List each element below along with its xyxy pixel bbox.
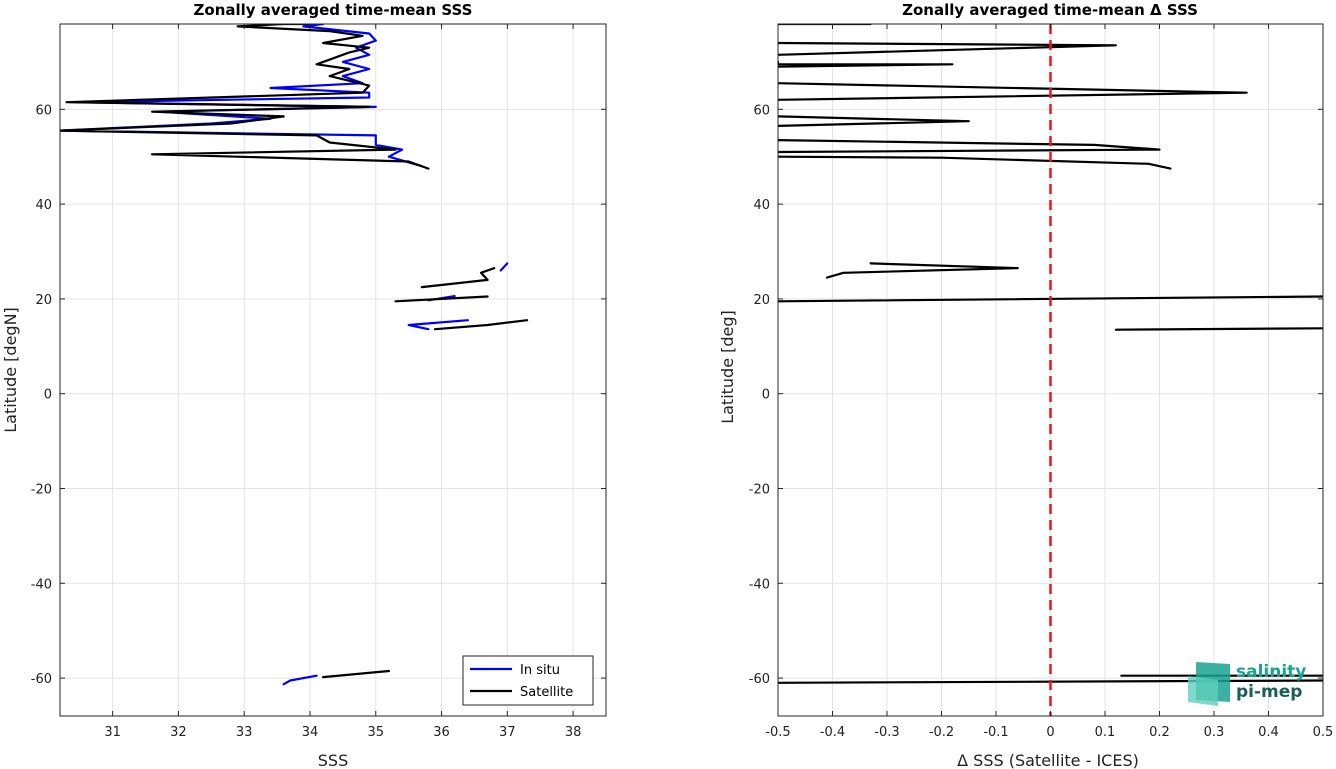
x-tick-label: 0.4 (1258, 725, 1279, 740)
x-tick-label: 32 (170, 725, 187, 740)
x-tick-label: -0.3 (874, 725, 899, 740)
satellite-series-line (433, 319, 529, 331)
y-tick-label: 40 (753, 198, 770, 213)
y-tick-label: 20 (753, 293, 770, 308)
x-tick-label: 38 (565, 725, 582, 740)
x-tick-label: 33 (236, 725, 253, 740)
satellite-series-line (60, 24, 430, 170)
sss-series (60, 24, 529, 686)
y-tick-label: 40 (35, 198, 52, 213)
delta-series-line (778, 115, 970, 128)
delta-ticks: -0.5 -0.4 -0.3 -0.2 -0.1 0 0.1 0.2 0.3 0.4 0.5 -60 -… (749, 24, 1334, 740)
x-tick-label: 0.3 (1204, 725, 1225, 740)
delta-sss-panel: -0.5 -0.4 -0.3 -0.2 -0.1 0 0.1 0.2 0.3 0.4 0.5 -60 -… (718, 1, 1333, 769)
x-tick-label: 0 (1046, 725, 1054, 740)
y-tick-label: -20 (31, 482, 52, 497)
y-tick-label: -40 (749, 577, 770, 592)
logo-line2: pi-mep (1236, 682, 1302, 702)
delta-series-line (778, 41, 1118, 56)
y-tick-label: 60 (753, 103, 770, 118)
satellite-series-line (420, 267, 496, 289)
y-tick-label: 0 (762, 388, 770, 403)
delta-series-line (778, 139, 1161, 154)
x-tick-label: 31 (104, 725, 121, 740)
sss-panel: 31 32 33 34 35 36 37 38 -60 -40 -20 0 20 40 60 Zonally… (1, 1, 607, 769)
delta-series-line (778, 60, 954, 68)
x-tick-label: -0.1 (983, 725, 1008, 740)
sss-grid (60, 24, 606, 716)
x-tick-label: 37 (499, 725, 516, 740)
legend-satellite-label: Satellite (520, 685, 573, 700)
in-situ-series-line (407, 319, 469, 331)
y-tick-label: -20 (749, 482, 770, 497)
delta-xlabel: Δ SSS (Satellite - ICES) (957, 751, 1139, 769)
delta-ylabel: Latitude [deg] (718, 310, 737, 424)
sss-ylabel: Latitude [degN] (1, 307, 20, 433)
x-tick-label: 36 (433, 725, 450, 740)
x-tick-label: 0.1 (1095, 725, 1116, 740)
legend: In situ Satellite (462, 655, 594, 706)
logo-wave-icon-2 (1188, 676, 1218, 706)
satellite-series-line (394, 295, 489, 303)
y-tick-label: 60 (35, 103, 52, 118)
y-tick-label: 0 (44, 388, 52, 403)
x-tick-label: 34 (302, 725, 319, 740)
delta-series-line (778, 155, 1172, 170)
y-tick-label: -40 (31, 577, 52, 592)
delta-series-line (778, 82, 1248, 101)
delta-title: Zonally averaged time-mean Δ SSS (902, 1, 1198, 19)
sss-xlabel: SSS (318, 751, 348, 769)
in-situ-series-line (282, 674, 318, 686)
delta-series-line (825, 262, 1019, 279)
x-tick-label: 0.5 (1313, 725, 1334, 740)
satellite-series-line (322, 669, 390, 679)
salinity-pimep-logo: salinity pi-mep (1188, 662, 1306, 706)
y-tick-label: 20 (35, 293, 52, 308)
x-tick-label: 0.2 (1149, 725, 1170, 740)
logo-line1: salinity (1236, 662, 1306, 682)
delta-series-line (1114, 327, 1323, 331)
legend-box (462, 655, 594, 706)
sss-title: Zonally averaged time-mean SSS (194, 1, 473, 19)
sss-plot-area (60, 24, 606, 716)
sss-axes-box (59, 23, 607, 717)
y-tick-label: -60 (749, 672, 770, 687)
in-situ-series-line (499, 262, 509, 272)
x-tick-label: -0.4 (820, 725, 845, 740)
x-tick-label: 35 (367, 725, 384, 740)
legend-insitu-label: In situ (520, 663, 560, 678)
x-tick-label: -0.5 (765, 725, 790, 740)
sss-ticks: 31 32 33 34 35 36 37 38 -60 -40 -20 0 20 40 60 (31, 24, 606, 740)
x-tick-label: -0.2 (929, 725, 954, 740)
y-tick-label: -60 (31, 672, 52, 687)
